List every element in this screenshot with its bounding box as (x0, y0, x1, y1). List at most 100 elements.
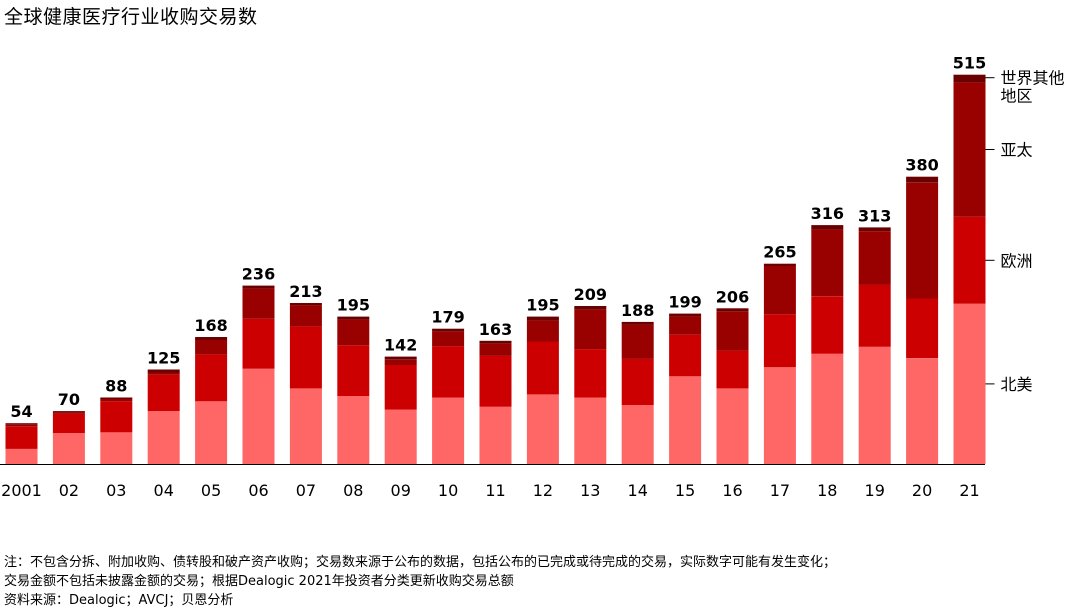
data-label: 142 (384, 336, 417, 355)
footnote-line: 交易金额不包括未披露金额的交易；根据Dealogic 2021年投资者分类更新收… (4, 574, 514, 589)
data-label: 213 (289, 282, 322, 301)
bar-segment (147, 369, 180, 373)
bar-segment (242, 368, 275, 464)
x-axis: 2001 02 03 04 05 06 07 08 09 10 11 12 13 14 15 16 17 18 19… (0, 464, 985, 500)
data-label: 70 (58, 390, 80, 409)
bar-segment (574, 349, 607, 398)
data-label: 209 (574, 285, 607, 304)
bar-segment (432, 346, 465, 398)
bar-segment (384, 359, 417, 365)
legend-label: 世界其他 (1001, 69, 1065, 88)
x-tick-label: 21 (959, 481, 979, 500)
bar-segment (337, 316, 370, 320)
bar-segment (858, 346, 891, 464)
x-tick-label: 11 (485, 481, 505, 500)
data-label: 195 (526, 296, 559, 315)
bar-segment (763, 265, 796, 315)
bar-segment (953, 74, 986, 83)
x-tick-label: 17 (770, 481, 790, 500)
bar-segment (289, 326, 322, 389)
data-label: 236 (242, 265, 275, 284)
legend-label: 北美 (1001, 375, 1033, 394)
data-label: 515 (953, 54, 986, 73)
bar-segment (621, 405, 654, 464)
bar-segment (574, 309, 607, 350)
data-label: 195 (337, 296, 370, 315)
bar-segment (526, 316, 559, 321)
bar-segment (337, 396, 370, 464)
data-label: 88 (105, 377, 127, 396)
x-tick-label: 18 (817, 481, 837, 500)
bar-segment (100, 432, 133, 464)
footnote-line: 注：不包含分拆、附加收购、债转股和破产资产收购；交易数来源于公布的数据，包括公布… (4, 555, 837, 570)
bar-segment (526, 320, 559, 342)
x-tick-label: 16 (722, 481, 742, 500)
bar-segment (432, 328, 465, 332)
bar-segment (432, 397, 465, 464)
stacked-bar-chart: 54 70 88 125 168 236 213 195 142 179 163 195 209 188 1… (0, 54, 1065, 500)
bar-segment (763, 367, 796, 464)
data-label: 168 (194, 316, 227, 335)
data-label: 199 (668, 293, 701, 312)
bar-segment (574, 397, 607, 464)
bar-segment (621, 358, 654, 405)
x-tick-label: 2001 (1, 481, 42, 500)
bar-segment (5, 426, 38, 449)
bar-segment (763, 263, 796, 266)
x-tick-label: 05 (201, 481, 221, 500)
bar-segment (289, 305, 322, 327)
bar-segment (811, 296, 844, 354)
bar-segment (147, 411, 180, 464)
bar-segment (195, 354, 228, 402)
bar-segment (953, 216, 986, 304)
bar-segment (716, 311, 749, 351)
data-label: 125 (147, 349, 180, 368)
bar-segment (906, 358, 939, 464)
bar-segment (479, 355, 512, 407)
x-tick-label: 13 (580, 481, 600, 500)
bar-segment (669, 376, 702, 464)
chart-title: 全球健康医疗行业收购交易数 (4, 6, 258, 28)
bar-segment (195, 337, 228, 340)
legend-label: 地区 (1001, 87, 1033, 106)
x-tick-label: 15 (675, 481, 695, 500)
bar-segment (716, 350, 749, 389)
bar-segment (52, 412, 85, 414)
x-tick-label: 10 (438, 481, 458, 500)
bar-segment (337, 319, 370, 346)
bar-segment (811, 229, 844, 297)
data-label: 54 (10, 402, 32, 421)
bar-segment (858, 284, 891, 347)
bars-layer: 54 70 88 125 168 236 213 195 142 179 163 195 209 188 1… (5, 54, 986, 464)
x-tick-label: 03 (106, 481, 126, 500)
bar-segment (574, 306, 607, 310)
bar-segment (479, 343, 512, 356)
x-tick-label: 20 (912, 481, 932, 500)
bar-segment (906, 182, 939, 299)
bar-segment (669, 313, 702, 317)
x-tick-label: 06 (248, 481, 268, 500)
x-tick-label: 02 (59, 481, 79, 500)
bar-segment (526, 341, 559, 395)
bar-segment (669, 334, 702, 377)
bar-segment (100, 401, 133, 433)
bar-segment (384, 409, 417, 464)
bar-segment (906, 176, 939, 183)
footnotes: 注：不包含分拆、附加收购、债转股和破产资产收购；交易数来源于公布的数据，包括公布… (4, 553, 836, 610)
bar-segment (621, 321, 654, 325)
bar-segment (195, 401, 228, 464)
bar-segment (953, 303, 986, 464)
legend-label: 欧洲 (1001, 251, 1033, 270)
bar-segment (242, 318, 275, 369)
bar-segment (858, 231, 891, 285)
bar-segment (147, 374, 180, 412)
bar-segment (5, 448, 38, 464)
bar-segment (52, 411, 85, 413)
bar-segment (52, 433, 85, 464)
data-label: 265 (763, 243, 796, 262)
data-label: 163 (479, 320, 512, 339)
bar-segment (811, 225, 844, 230)
bar-segment (52, 413, 85, 433)
data-label: 206 (716, 287, 749, 306)
x-tick-label: 12 (533, 481, 553, 500)
